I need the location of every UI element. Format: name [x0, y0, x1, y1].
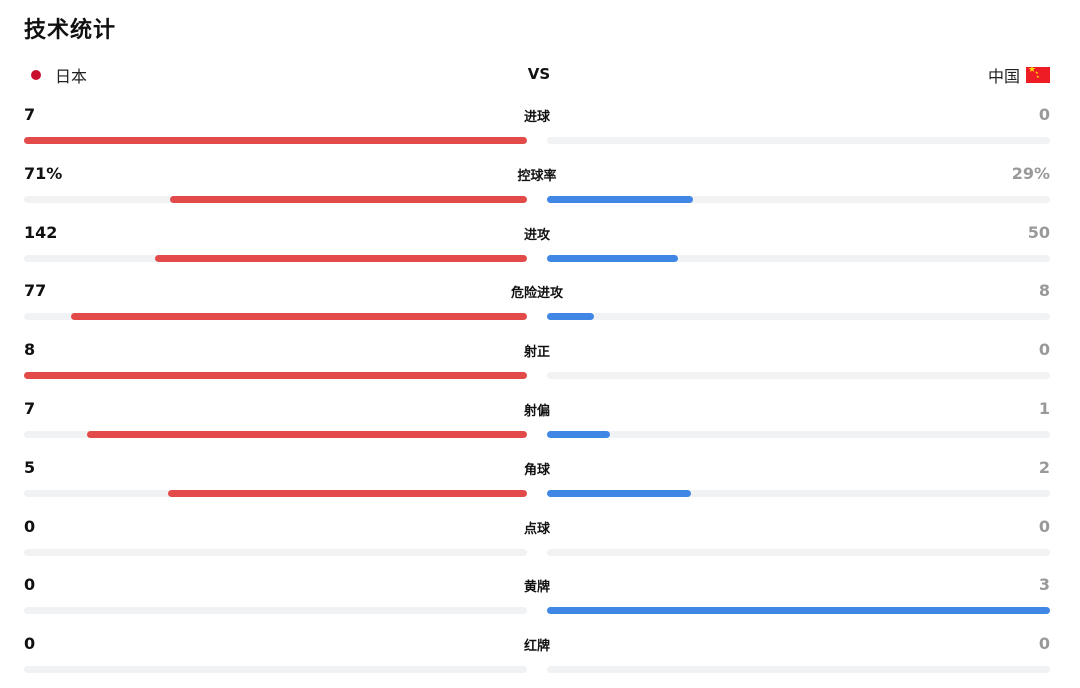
- home-bar-track: [24, 430, 527, 438]
- home-bar-track: [24, 666, 527, 674]
- away-team[interactable]: 中国 ★ ★ ★: [988, 62, 1050, 88]
- home-bar-track: [24, 372, 527, 380]
- away-bar-track: [547, 372, 1050, 380]
- away-value: 3: [1038, 575, 1050, 595]
- china-flag-icon: ★ ★ ★: [1026, 67, 1050, 83]
- teams-header: 日本 VS 中国 ★ ★ ★: [24, 62, 1050, 88]
- away-bar-track: [547, 137, 1050, 144]
- away-value: 1: [1038, 398, 1050, 418]
- stat-row: 7 进球 0: [0, 100, 1080, 159]
- away-bar-track: [547, 607, 1050, 615]
- away-value: 29%: [1011, 163, 1050, 183]
- stat-label: 进攻: [523, 227, 550, 243]
- stat-row: 0 黄牌 3: [0, 570, 1080, 629]
- home-value: 77: [24, 281, 47, 301]
- home-bar-track: [24, 489, 527, 497]
- away-value: 50: [1027, 222, 1050, 242]
- home-value: 7: [24, 398, 36, 418]
- stat-label: 射偏: [523, 403, 550, 419]
- away-value: 2: [1038, 457, 1050, 477]
- stat-label: 黄牌: [523, 580, 550, 596]
- home-team-name: 日本: [55, 67, 88, 86]
- away-value: 0: [1038, 340, 1050, 360]
- home-value: 0: [24, 575, 36, 595]
- stat-label: 危险进攻: [510, 286, 563, 302]
- away-value: 8: [1038, 281, 1050, 301]
- home-value: 0: [24, 516, 36, 536]
- page-title: 技术统计: [24, 18, 117, 43]
- stat-label: 角球: [523, 462, 550, 478]
- away-bar-track: [547, 489, 1050, 497]
- home-value: 71%: [24, 163, 63, 183]
- stat-row: 142 进攻 50: [0, 218, 1080, 277]
- home-team[interactable]: 日本: [24, 62, 87, 88]
- stat-row: 5 角球 2: [0, 453, 1080, 512]
- away-bar-track: [547, 430, 1050, 438]
- away-bar-fill: [547, 607, 1050, 615]
- home-bar-track: [24, 254, 527, 262]
- vs-label: VS: [527, 65, 551, 83]
- home-bar-track: [24, 137, 527, 144]
- away-team-name: 中国: [987, 67, 1020, 86]
- away-value: 0: [1038, 516, 1050, 536]
- away-bar-track: [547, 666, 1050, 674]
- stat-label: 点球: [523, 521, 550, 537]
- away-value: 0: [1038, 105, 1050, 124]
- stats-list: 7 进球 0 71% 控球率 29% 142 进攻 50 77 危险进攻 8 8 射正 0 7 射偏 1 5 角球 2 0…: [0, 100, 1080, 688]
- home-bar-fill: [24, 372, 527, 380]
- home-bar-fill: [167, 489, 527, 497]
- away-bar-fill: [547, 254, 678, 262]
- stat-row: 71% 控球率 29%: [0, 159, 1080, 218]
- home-value: 7: [24, 105, 36, 124]
- home-bar-track: [24, 607, 527, 615]
- away-bar-fill: [547, 195, 693, 203]
- stat-label: 射正: [523, 345, 550, 361]
- home-bar-fill: [24, 137, 527, 144]
- away-bar-track: [547, 313, 1050, 321]
- home-bar-track: [24, 313, 527, 321]
- stat-label: 控球率: [517, 168, 557, 184]
- home-value: 8: [24, 340, 36, 360]
- stat-row: 8 射正 0: [0, 335, 1080, 394]
- away-value: 0: [1038, 634, 1050, 654]
- away-bar-track: [547, 548, 1050, 556]
- stat-label: 进球: [523, 110, 550, 125]
- away-bar-track: [547, 195, 1050, 203]
- stat-label: 红牌: [523, 639, 550, 655]
- stat-row: 77 危险进攻 8: [0, 276, 1080, 335]
- stat-row: 0 点球 0: [0, 512, 1080, 571]
- home-value: 0: [24, 634, 36, 654]
- away-bar-fill: [547, 489, 691, 497]
- home-value: 5: [24, 457, 36, 477]
- away-bar-track: [547, 254, 1050, 262]
- stat-row: 7 射偏 1: [0, 394, 1080, 453]
- home-value: 142: [24, 222, 58, 242]
- home-bar-track: [24, 195, 527, 203]
- home-bar-fill: [154, 254, 527, 262]
- stat-row: 0 红牌 0: [0, 629, 1080, 688]
- home-bar-fill: [86, 430, 527, 438]
- home-bar-track: [24, 548, 527, 556]
- away-bar-fill: [547, 313, 595, 321]
- home-bar-fill: [169, 195, 527, 203]
- home-bar-fill: [71, 313, 527, 321]
- away-bar-fill: [547, 430, 610, 438]
- japan-flag-icon: [31, 70, 41, 80]
